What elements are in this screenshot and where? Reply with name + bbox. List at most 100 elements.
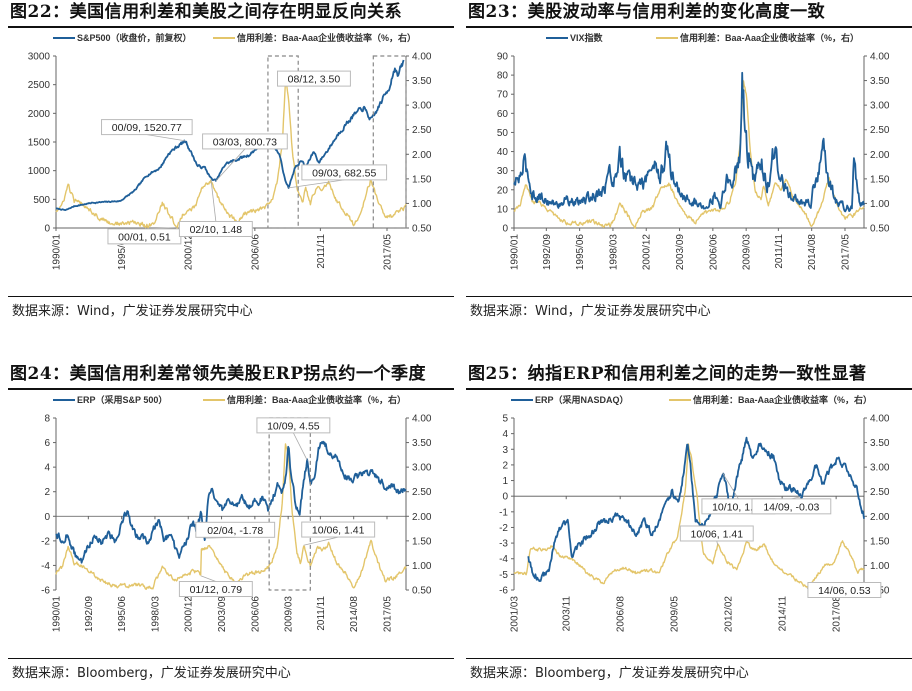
- x-tick-label: 2014/08: [349, 596, 360, 633]
- legend-label: 信用利差：Baa-Aaa企业债收益率（%，右）: [227, 394, 406, 405]
- y-left-tick-label: 0: [44, 224, 50, 235]
- y-right-tick-label: 2.50: [412, 125, 432, 136]
- source-rule: [8, 658, 454, 659]
- y-left-tick-label: -5: [499, 570, 508, 581]
- y-left-tick-label: -6: [499, 586, 508, 597]
- series-line-spread: [55, 443, 407, 590]
- annotation-label: 08/12, 3.50: [288, 74, 341, 86]
- chart-svg: ERP（采用S&P 500） 信用利差：Baa-Aaa企业债收益率（%，右） -6 -…: [41, 394, 432, 633]
- figure-25-panel: 图25：纳指ERP和信用利差之间的走势一致性显著 ERP（采用NASDAQ） 信用…: [466, 362, 912, 681]
- y-left-tick-label: 1: [502, 476, 508, 487]
- x-tick-label: 2003/09: [217, 596, 228, 633]
- x-tick-label: 1992/09: [542, 234, 553, 271]
- annotation-leader: [716, 540, 719, 546]
- y-left-tick-label: 2: [44, 487, 50, 498]
- annotation-label: 10/06, 1.41: [691, 528, 744, 540]
- annotation-box: [679, 525, 754, 542]
- y-left-tick-label: 60: [497, 109, 509, 120]
- figure-24-panel: 图24：美国信用利差常领先美股ERP拐点约一个季度 ERP（采用S&P 500）…: [8, 362, 454, 681]
- x-tick-label: 2012/02: [724, 596, 735, 633]
- x-tick-label: 1995/06: [117, 596, 128, 633]
- y-left-tick-label: 4: [502, 429, 508, 440]
- y-right-tick-label: 2.00: [412, 150, 432, 161]
- series-line-primary: [527, 436, 865, 582]
- chart-svg: S&P500（收盘价，前复权） 信用利差：Baa-Aaa企业债收益率（%，右） 0 5…: [28, 32, 432, 271]
- y-right-tick-label: 3.00: [412, 463, 432, 474]
- x-tick-label: 2009/05: [670, 596, 681, 633]
- x-tick-label: 2009/03: [742, 234, 753, 271]
- y-right-tick-label: 0.50: [412, 586, 432, 597]
- legend-label: ERP（采用NASDAQ）: [535, 394, 629, 405]
- annotation: 00/09, 1520.77: [101, 119, 193, 142]
- y-right-tick-label: 0.50: [412, 224, 432, 235]
- x-tick-label: 2014/08: [807, 234, 818, 271]
- annotation-label: 02/10, 1.48: [190, 224, 243, 236]
- y-right-tick-label: 1.00: [412, 199, 432, 210]
- y-right-tick-label: 3.50: [870, 438, 890, 449]
- annotation-box: [301, 521, 376, 538]
- annotation: 14/09, -0.03: [751, 496, 832, 515]
- annotation: 01/12, 0.79: [178, 575, 253, 598]
- annotation-label: 14/09, -0.03: [763, 501, 819, 513]
- legend: VIX指数 信用利差：Baa-Aaa企业债收益率（%，右）: [546, 32, 859, 43]
- x-tick-label: 1998/03: [150, 596, 161, 633]
- annotation: 10/06, 1.41: [301, 521, 376, 546]
- y-left-tick-label: 500: [33, 195, 50, 206]
- figure-title: 图22：美国信用利差和美股之间存在明显反向关系: [10, 2, 403, 22]
- source-rule: [8, 296, 454, 297]
- y-left-tick-label: -4: [499, 554, 508, 565]
- x-tick-label: 2006/08: [616, 596, 627, 633]
- y-right-tick-label: 1.50: [412, 174, 432, 185]
- x-tick-label: 2017/08: [832, 596, 843, 633]
- x-tick-label: 2000/12: [642, 234, 653, 271]
- annotation-box: [301, 164, 388, 181]
- y-left-tick-label: 70: [497, 90, 509, 101]
- x-tick-label: 1992/09: [84, 596, 95, 633]
- legend-label: 信用利差：Baa-Aaa企业债收益率（%，右）: [680, 32, 859, 43]
- annotation-label: 10/09, 4.55: [267, 420, 320, 432]
- y-left-tick-label: 4: [44, 463, 50, 474]
- annotation-leader: [722, 472, 739, 500]
- x-tick-label: 1995/06: [117, 234, 128, 271]
- annotation-label: 10/06, 1.41: [312, 525, 365, 537]
- y-left-tick-label: 40: [497, 147, 509, 158]
- series-line-spread: [513, 80, 865, 229]
- annotation: 10/06, 1.41: [679, 525, 754, 546]
- x-tick-label: 2014/11: [778, 596, 789, 632]
- y-left-tick-label: 50: [497, 128, 509, 139]
- y-left-tick-label: 1000: [28, 166, 51, 177]
- annotation: 14/06, 0.53: [807, 582, 882, 598]
- series-line-spread: [513, 443, 865, 589]
- y-right-tick-label: 1.50: [412, 536, 432, 547]
- x-tick-label: 1990/01: [510, 234, 521, 271]
- series-line-spread: [55, 80, 407, 231]
- x-tick-label: 2009/03: [284, 596, 295, 633]
- y-left-tick-label: 5: [502, 414, 508, 425]
- source-rule: [466, 658, 912, 659]
- annotation-label: 01/12, 0.79: [190, 584, 243, 596]
- y-right-tick-label: 2.50: [870, 125, 890, 136]
- x-tick-label: 2003/09: [675, 234, 686, 271]
- y-left-tick-label: 3: [502, 445, 508, 456]
- annotation-box: [202, 133, 288, 150]
- annotation: 09/03, 682.55: [288, 164, 388, 189]
- y-left-tick-label: -3: [499, 539, 508, 550]
- annotation-box: [277, 70, 351, 87]
- y-right-tick-label: 1.00: [870, 561, 890, 572]
- annotation-label: 00/01, 0.51: [118, 231, 171, 243]
- y-right-tick-label: 3.00: [870, 463, 890, 474]
- x-tick-label: 2011/11: [316, 234, 327, 269]
- annotation: 02/10, 1.48: [178, 179, 253, 237]
- y-left-tick-label: 0: [502, 492, 508, 503]
- figure-title: 图24：美国信用利差常领先美股ERP拐点约一个季度: [10, 364, 427, 384]
- source-note: 数据来源：Wind，广发证券发展研究中心: [470, 304, 711, 319]
- series-line-primary: [55, 59, 405, 211]
- title-rule: [8, 26, 454, 28]
- y-right-tick-label: 2.00: [870, 150, 890, 161]
- y-right-tick-label: 2.00: [412, 512, 432, 523]
- figure-22-panel: 图22：美国信用利差和美股之间存在明显反向关系 S&P500（收盘价，前复权） 信…: [8, 0, 454, 319]
- annotation: 08/12, 3.50: [277, 70, 351, 87]
- y-left-tick-label: 3000: [28, 52, 51, 63]
- x-tick-label: 2017/05: [840, 234, 851, 271]
- y-right-tick-label: 3.00: [412, 101, 432, 112]
